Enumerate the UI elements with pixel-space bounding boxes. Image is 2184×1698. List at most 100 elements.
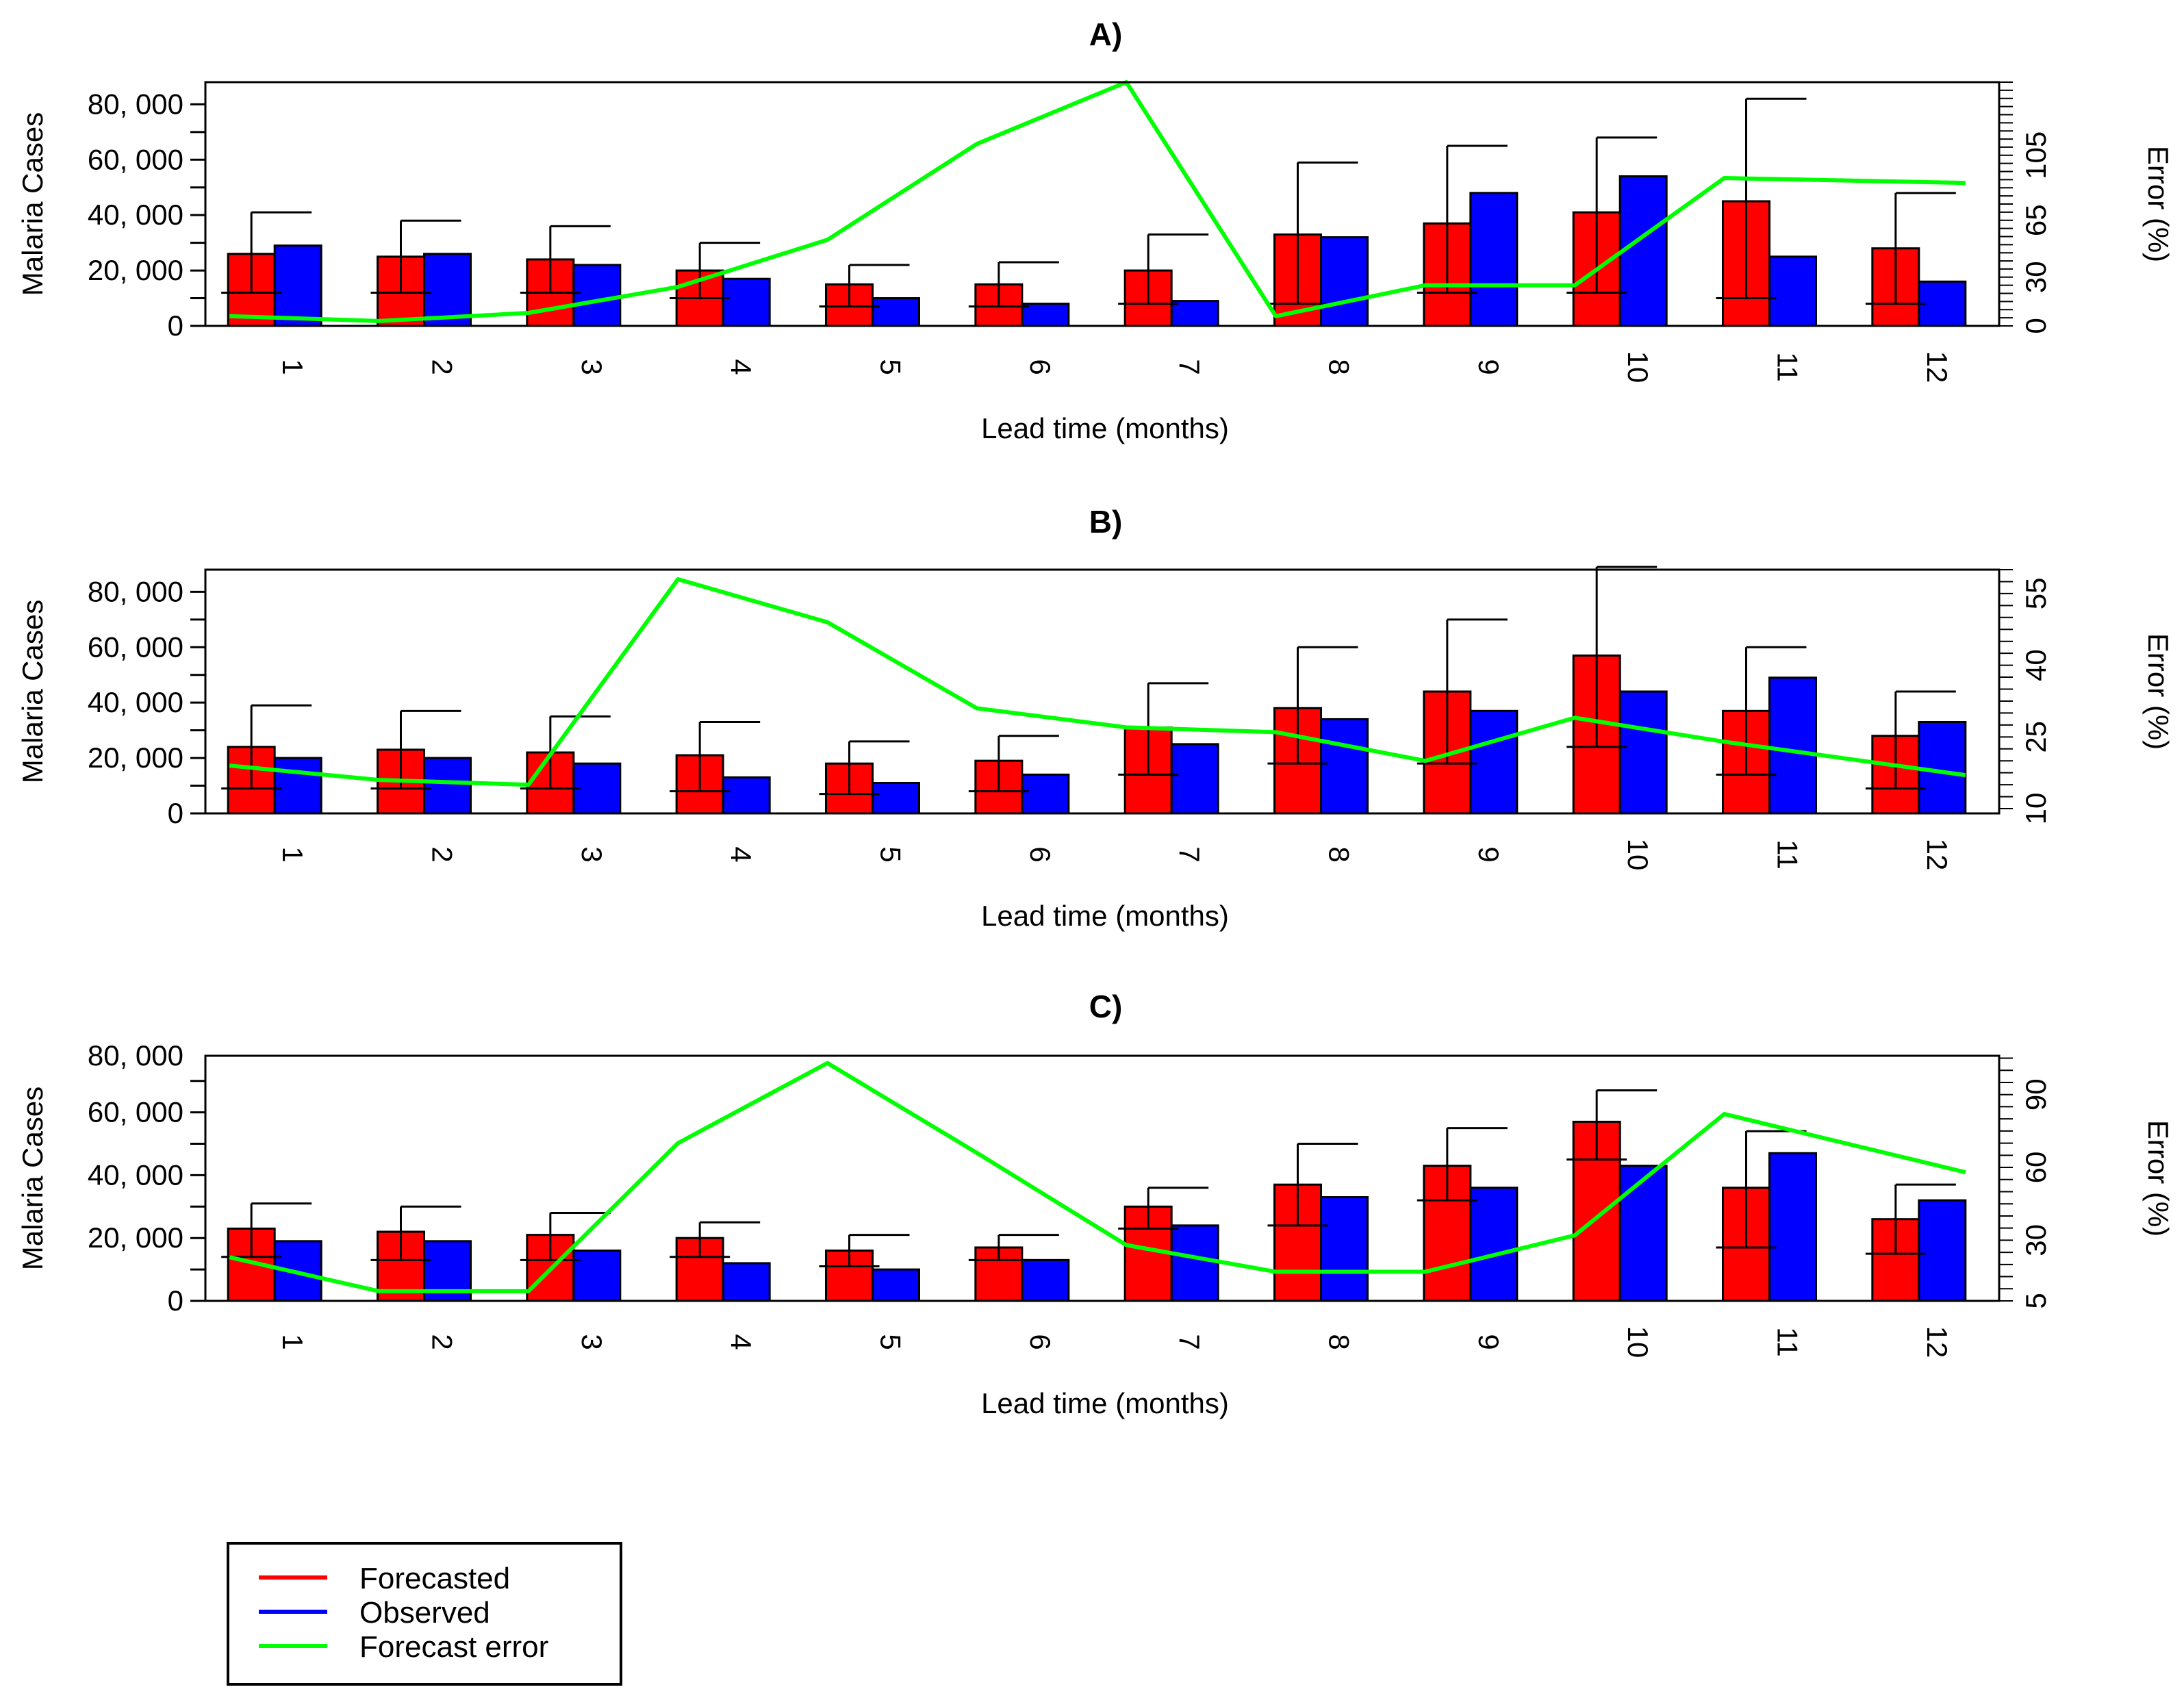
y-tick-label: 80, 000: [88, 88, 183, 120]
y-tick-label: 60, 000: [88, 1096, 183, 1128]
y-tick-label: 80, 000: [88, 575, 183, 607]
y-tick-label: 80, 000: [88, 1039, 183, 1072]
x-tick-label: 12: [1921, 1326, 1953, 1358]
bar-observed: [1021, 303, 1070, 327]
x-tick-label: 6: [1024, 359, 1056, 375]
plot-frame: [204, 1054, 2001, 1302]
y-tick-label: 40, 000: [88, 199, 183, 231]
y-axis-title: Malaria Cases: [16, 112, 49, 296]
y2-tick-label: 30: [2020, 1224, 2052, 1256]
y-axis-title: Malaria Cases: [16, 1087, 49, 1270]
y2-tick-label: 65: [2020, 204, 2052, 236]
x-tick-label: 8: [1323, 1334, 1356, 1349]
y-tick-label: 60, 000: [88, 143, 183, 175]
x-tick-label: 4: [725, 1334, 757, 1349]
panel-title: C): [1089, 989, 1123, 1024]
forecast-error-line: [229, 576, 1966, 787]
bar-observed: [572, 264, 622, 327]
x-tick-label: 7: [1173, 1334, 1206, 1349]
bar-observed: [1768, 255, 1817, 327]
x-tick-label: 5: [875, 359, 907, 375]
y2-axis-title: Error (%): [2142, 146, 2174, 262]
bar-observed: [1768, 1152, 1817, 1302]
bar-observed: [1618, 690, 1668, 815]
legend: Forecasted Observed Forecast error: [227, 1542, 622, 1686]
panel-a: A) 0 20, 000 40, 000 60, 000 80, 000 Malaria C…: [16, 16, 2174, 444]
y2-tick-label: 0: [2020, 318, 2052, 333]
bar-observed: [1918, 1199, 1967, 1302]
panel-title: B): [1089, 504, 1123, 540]
x-tick-label: 1: [277, 359, 309, 375]
bar-observed: [1170, 300, 1219, 327]
bar-observed: [1021, 1258, 1070, 1302]
legend-label-forecasted: Forecasted: [359, 1562, 510, 1595]
x-tick-label: 12: [1921, 351, 1953, 383]
x-tick-label: 9: [1473, 1334, 1505, 1349]
y2-tick-label: 90: [2020, 1078, 2052, 1111]
x-tick-label: 4: [725, 846, 757, 862]
x-tick-label: 10: [1622, 839, 1654, 871]
bar-observed: [1170, 743, 1219, 815]
x-tick-label: 9: [1473, 359, 1505, 375]
y2-tick-label: 40: [2020, 649, 2052, 681]
bar-observed: [872, 782, 920, 815]
y-axis-title: Malaria Cases: [16, 600, 49, 783]
x-tick-label: 2: [427, 359, 459, 375]
bar-observed: [1469, 192, 1519, 327]
y2-tick-label: 105: [2020, 131, 2052, 179]
bar-observed: [273, 244, 322, 327]
bar-observed: [722, 1262, 771, 1302]
x-tick-label: 11: [1772, 839, 1804, 870]
y-tick-label: 0: [168, 797, 183, 829]
bar-observed: [572, 1250, 622, 1302]
bar-observed: [872, 1268, 920, 1302]
x-tick-label: 8: [1323, 359, 1356, 375]
x-tick-label: 10: [1622, 1326, 1654, 1358]
bar-observed: [1768, 676, 1817, 815]
x-tick-label: 5: [875, 1334, 907, 1349]
legend-label-forecast-error: Forecast error: [359, 1630, 548, 1664]
bar-observed: [1021, 773, 1070, 815]
bar-observed: [273, 757, 322, 815]
y-tick-label: 20, 000: [88, 254, 183, 286]
plot-frame: [204, 568, 2001, 815]
y-tick-label: 40, 000: [88, 686, 183, 718]
x-tick-label: 11: [1772, 1327, 1804, 1357]
x-tick-label: 6: [1024, 1334, 1056, 1349]
forecast-error-line: [229, 1061, 1966, 1293]
y-tick-label: 20, 000: [88, 1221, 183, 1254]
y2-axis-title: Error (%): [2142, 633, 2174, 750]
bar-observed: [1618, 175, 1668, 327]
y-tick-label: 20, 000: [88, 742, 183, 774]
bar-observed: [423, 757, 472, 815]
x-tick-label: 9: [1473, 846, 1505, 862]
y2-axis-title: Error (%): [2142, 1120, 2174, 1237]
bar-observed: [1320, 1196, 1369, 1302]
x-tick-label: 10: [1622, 351, 1654, 383]
bar-observed: [722, 277, 771, 327]
x-tick-label: 8: [1323, 846, 1356, 862]
x-tick-label: 3: [576, 1334, 608, 1349]
x-tick-label: 2: [427, 846, 459, 862]
x-tick-label: 1: [277, 1334, 309, 1349]
forecast-error-line: [229, 80, 1966, 323]
bar-observed: [1469, 709, 1519, 815]
x-axis-title: Lead time (months): [981, 1387, 1229, 1419]
legend-label-observed: Observed: [359, 1596, 490, 1630]
x-tick-label: 5: [875, 846, 907, 862]
bar-observed: [1618, 1165, 1668, 1302]
bar-observed: [1469, 1187, 1519, 1302]
bar-observed: [1320, 236, 1369, 327]
y-tick-label: 0: [168, 1284, 183, 1317]
y2-tick-label: 25: [2020, 721, 2052, 753]
panel-title: A): [1089, 16, 1123, 52]
y2-tick-label: 5: [2020, 1293, 2052, 1308]
x-tick-label: 12: [1921, 839, 1953, 871]
x-tick-label: 3: [576, 846, 608, 862]
x-tick-label: 11: [1772, 352, 1804, 382]
x-tick-label: 7: [1173, 359, 1206, 375]
bar-observed: [722, 776, 771, 815]
panel-b: B) 0 20, 000 40, 000 60, 000 80, 000 Malaria C…: [16, 504, 2174, 932]
y2-tick-label: 30: [2020, 261, 2052, 293]
y-tick-label: 0: [168, 309, 183, 342]
